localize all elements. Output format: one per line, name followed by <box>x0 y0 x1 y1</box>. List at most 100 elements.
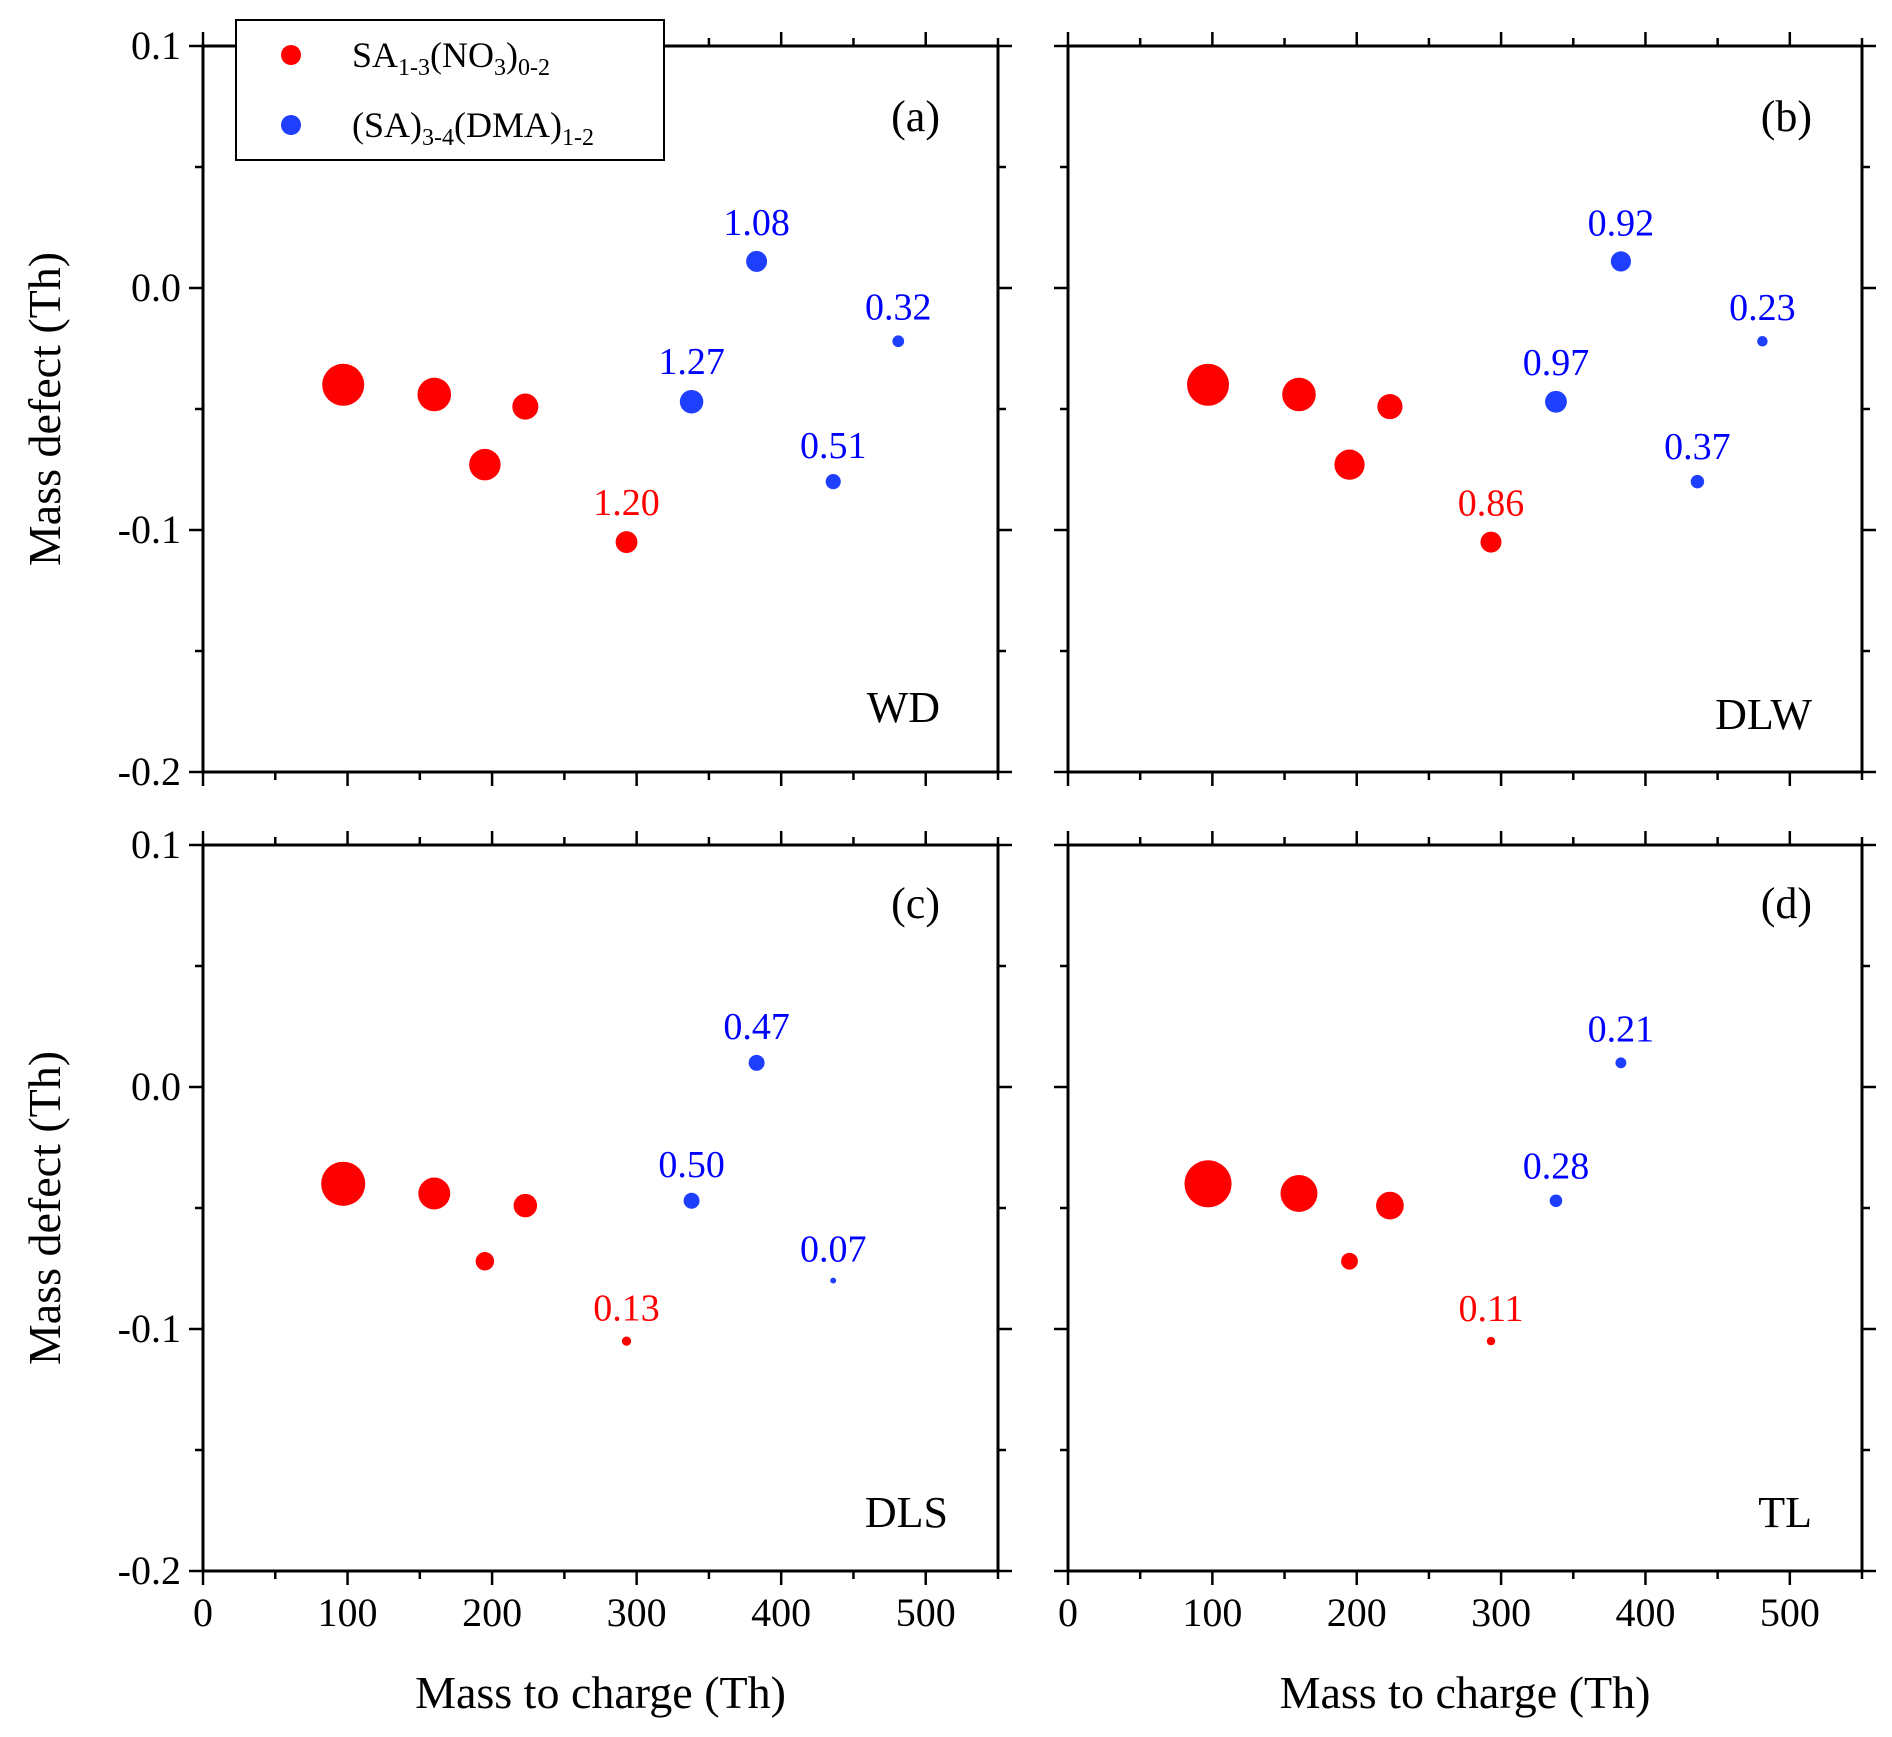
site-label: DLS <box>865 1488 948 1537</box>
data-point <box>1187 363 1230 406</box>
y-tick-label: -0.1 <box>118 1306 181 1351</box>
legend-label-part: (SA) <box>352 105 422 145</box>
x-tick-label: 0 <box>1058 1590 1078 1635</box>
chart-panel-1: (b) DLW 0.86 0.97 0.92 0.37 0.23 <box>1054 32 1876 786</box>
data-point <box>1757 335 1768 347</box>
data-point <box>321 1161 366 1206</box>
data-point <box>615 531 638 554</box>
y-axis-title: Mass defect (Th) <box>19 1051 70 1365</box>
x-tick-label: 500 <box>1760 1590 1820 1635</box>
x-tick-label: 100 <box>318 1590 378 1635</box>
data-point <box>1615 1057 1627 1069</box>
site-label: DLW <box>1715 690 1812 739</box>
data-point <box>417 377 452 412</box>
data-label: 1.27 <box>658 341 725 383</box>
data-label: 0.47 <box>723 1006 790 1048</box>
legend-label-part: (DMA) <box>454 105 562 145</box>
panel-id: (a) <box>891 92 940 141</box>
data-label: 0.28 <box>1523 1145 1590 1187</box>
y-axis-title: Mass defect (Th) <box>19 252 70 566</box>
data-point <box>1376 1191 1404 1220</box>
legend-label-part: 3 <box>494 55 506 81</box>
legend-label-part: SA <box>352 35 398 75</box>
data-label: 0.07 <box>800 1229 867 1271</box>
data-point <box>1480 531 1502 553</box>
data-point <box>746 250 768 272</box>
plot-frame <box>1066 843 1864 1573</box>
data-point <box>1341 1252 1358 1270</box>
data-point <box>1486 1336 1496 1346</box>
legend-label-part: 1-2 <box>562 125 594 151</box>
data-label: 0.97 <box>1523 342 1590 384</box>
data-label: 0.86 <box>1458 483 1525 525</box>
data-point <box>1690 474 1705 489</box>
data-point <box>683 1192 700 1209</box>
y-tick-label: 0.0 <box>131 1064 181 1109</box>
legend-marker <box>281 45 301 65</box>
legend-label-part: 0-2 <box>518 55 550 81</box>
chart-panel-3: 0 100 200 300 400 500 Mass to charge (Th) (d) TL… <box>1054 831 1876 1718</box>
chart-panel-0: -0.2 -0.1 0.0 0.1 Mass defect (Th) (a) WD 1.20 1… <box>19 23 1012 794</box>
legend-label-part: (NO <box>430 35 494 75</box>
x-axis-title: Mass to charge (Th) <box>1280 1667 1651 1718</box>
legend: SA1-3(NO3)0-2 (SA)3-4(DMA)1-2 <box>235 19 665 161</box>
data-label: 0.92 <box>1588 202 1655 244</box>
data-label: 0.37 <box>1664 426 1731 468</box>
legend-marker <box>281 115 301 135</box>
data-point <box>1282 377 1316 412</box>
data-point <box>1280 1175 1318 1212</box>
legend-label-part: ) <box>506 35 518 75</box>
plot-frame <box>1066 44 1864 774</box>
panel-id: (d) <box>1761 879 1812 928</box>
data-point <box>475 1252 495 1271</box>
data-point <box>830 1277 837 1284</box>
data-label: 0.13 <box>593 1287 660 1329</box>
x-tick-label: 300 <box>1471 1590 1531 1635</box>
data-label: 0.23 <box>1729 287 1796 329</box>
data-point <box>825 474 841 490</box>
site-label: TL <box>1758 1488 1812 1537</box>
x-tick-label: 400 <box>1615 1590 1675 1635</box>
data-point <box>1184 1160 1232 1208</box>
panel-id: (c) <box>891 879 940 928</box>
data-point <box>512 393 539 420</box>
x-tick-label: 300 <box>607 1590 667 1635</box>
y-tick-label: 0.1 <box>131 23 181 68</box>
x-tick-label: 500 <box>896 1590 956 1635</box>
legend-label-part: 1-3 <box>398 55 430 81</box>
legend-label: SA1-3(NO3)0-2 <box>352 35 550 81</box>
data-point <box>322 363 365 406</box>
data-point <box>679 389 704 414</box>
y-tick-label: -0.2 <box>118 749 181 794</box>
data-point <box>1610 251 1631 272</box>
data-label: 0.51 <box>800 425 867 467</box>
y-tick-label: -0.2 <box>118 1548 181 1593</box>
data-point <box>513 1193 538 1218</box>
data-point <box>621 1336 632 1346</box>
data-label: 1.08 <box>723 202 790 244</box>
data-label: 1.20 <box>593 482 660 524</box>
y-tick-label: -0.1 <box>118 507 181 552</box>
data-point <box>1545 390 1567 413</box>
y-tick-label: 0.1 <box>131 822 181 867</box>
x-tick-label: 0 <box>193 1590 213 1635</box>
x-tick-label: 400 <box>751 1590 811 1635</box>
x-tick-label: 200 <box>462 1590 522 1635</box>
data-point <box>892 335 905 348</box>
data-point <box>469 448 501 481</box>
data-label: 0.21 <box>1588 1008 1655 1050</box>
data-point <box>748 1054 765 1071</box>
site-label: WD <box>867 683 940 732</box>
panel-id: (b) <box>1761 92 1812 141</box>
x-tick-label: 100 <box>1182 1590 1242 1635</box>
legend-label: (SA)3-4(DMA)1-2 <box>352 105 594 151</box>
y-tick-label: 0.0 <box>131 265 181 310</box>
x-axis-title: Mass to charge (Th) <box>415 1667 786 1718</box>
plot-frame <box>201 843 1000 1573</box>
legend-label-part: 3-4 <box>422 125 454 151</box>
x-tick-label: 200 <box>1327 1590 1387 1635</box>
chart-panel-2: 0 100 200 300 400 500 Mass to charge (Th) -0.2 -… <box>19 822 1012 1718</box>
data-label: 0.32 <box>865 286 932 328</box>
data-point <box>418 1177 451 1210</box>
